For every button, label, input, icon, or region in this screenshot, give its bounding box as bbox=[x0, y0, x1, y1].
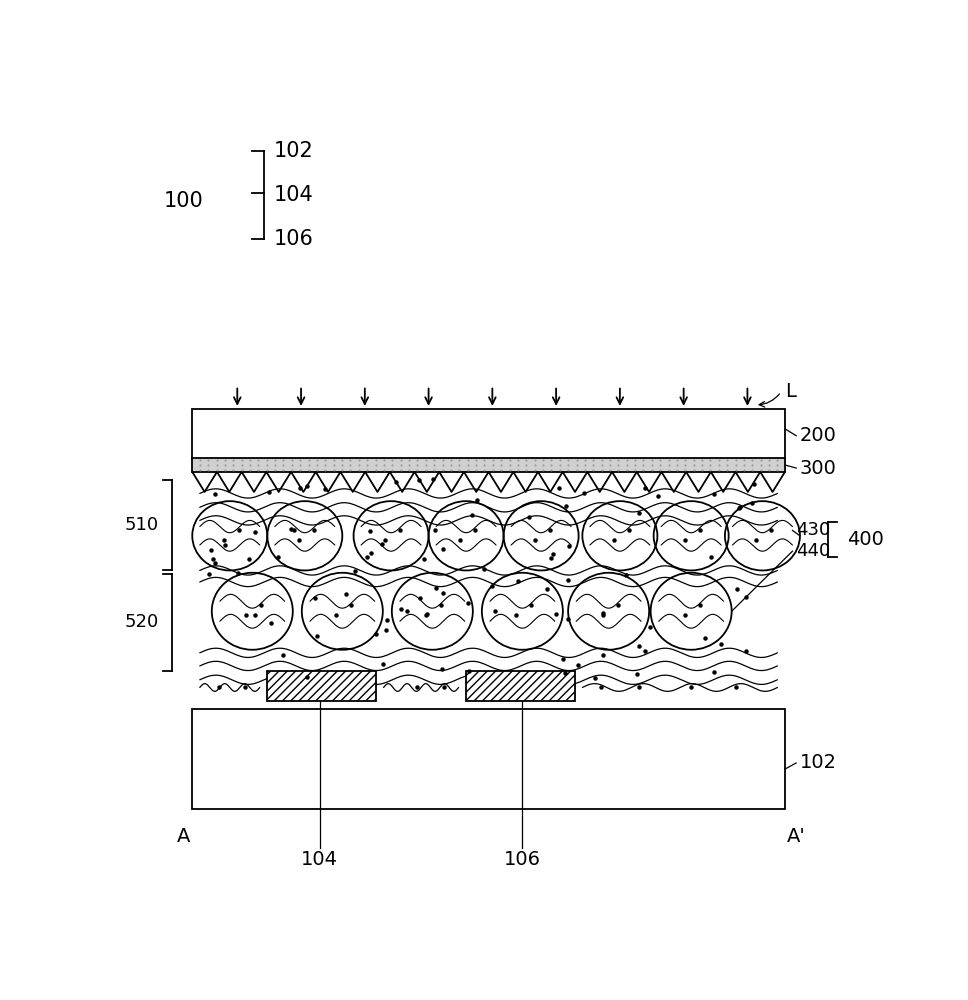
Text: 100: 100 bbox=[164, 191, 203, 211]
Text: 440: 440 bbox=[797, 542, 831, 560]
Text: A: A bbox=[177, 827, 191, 846]
Text: 200: 200 bbox=[800, 426, 836, 445]
Bar bbox=[193, 709, 785, 809]
Text: 430: 430 bbox=[797, 521, 831, 539]
Text: 104: 104 bbox=[273, 185, 313, 205]
Text: 102: 102 bbox=[273, 141, 313, 161]
Bar bbox=[193, 409, 785, 459]
Text: A': A' bbox=[787, 827, 805, 846]
Text: 510: 510 bbox=[124, 516, 159, 534]
Bar bbox=[193, 458, 785, 472]
Text: 400: 400 bbox=[847, 530, 884, 549]
Text: 520: 520 bbox=[124, 613, 159, 631]
Text: 106: 106 bbox=[273, 229, 314, 249]
Text: 300: 300 bbox=[800, 459, 836, 478]
Bar bbox=[467, 671, 575, 701]
Text: L: L bbox=[785, 382, 796, 401]
Bar bbox=[267, 671, 376, 701]
Text: 102: 102 bbox=[800, 753, 837, 772]
Text: 106: 106 bbox=[504, 850, 541, 869]
Text: 104: 104 bbox=[301, 850, 338, 869]
